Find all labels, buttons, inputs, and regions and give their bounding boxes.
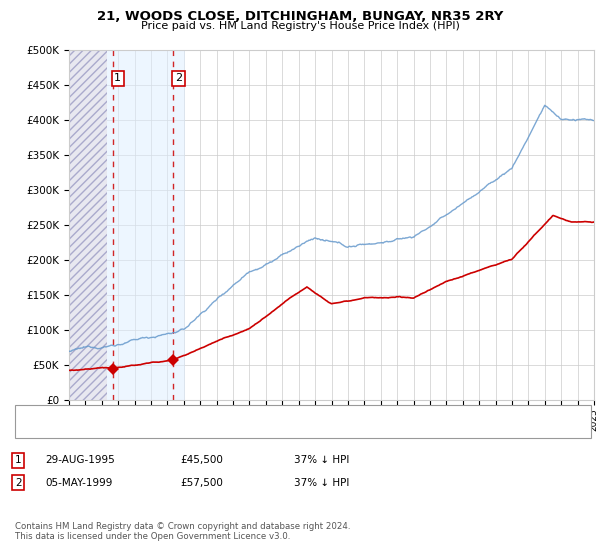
Bar bbox=[69, 50, 107, 400]
Bar bbox=[107, 50, 185, 400]
Text: 29-AUG-1995: 29-AUG-1995 bbox=[45, 455, 115, 465]
Text: £57,500: £57,500 bbox=[180, 478, 223, 488]
Text: —: — bbox=[24, 422, 40, 437]
Text: 2: 2 bbox=[15, 478, 22, 488]
Text: 1: 1 bbox=[114, 73, 121, 83]
Text: 21, WOODS CLOSE, DITCHINGHAM, BUNGAY, NR35 2RY (detached house): 21, WOODS CLOSE, DITCHINGHAM, BUNGAY, NR… bbox=[51, 409, 416, 419]
Text: £45,500: £45,500 bbox=[180, 455, 223, 465]
Text: Price paid vs. HM Land Registry's House Price Index (HPI): Price paid vs. HM Land Registry's House … bbox=[140, 21, 460, 31]
Text: HPI: Average price, detached house, South Norfolk: HPI: Average price, detached house, Sout… bbox=[51, 425, 303, 435]
Text: 2: 2 bbox=[175, 73, 182, 83]
Text: Contains HM Land Registry data © Crown copyright and database right 2024.
This d: Contains HM Land Registry data © Crown c… bbox=[15, 522, 350, 542]
Text: 37% ↓ HPI: 37% ↓ HPI bbox=[294, 455, 349, 465]
Text: 37% ↓ HPI: 37% ↓ HPI bbox=[294, 478, 349, 488]
Text: —: — bbox=[24, 407, 40, 422]
Text: 1: 1 bbox=[15, 455, 22, 465]
Text: 05-MAY-1999: 05-MAY-1999 bbox=[45, 478, 112, 488]
Text: 21, WOODS CLOSE, DITCHINGHAM, BUNGAY, NR35 2RY: 21, WOODS CLOSE, DITCHINGHAM, BUNGAY, NR… bbox=[97, 10, 503, 23]
